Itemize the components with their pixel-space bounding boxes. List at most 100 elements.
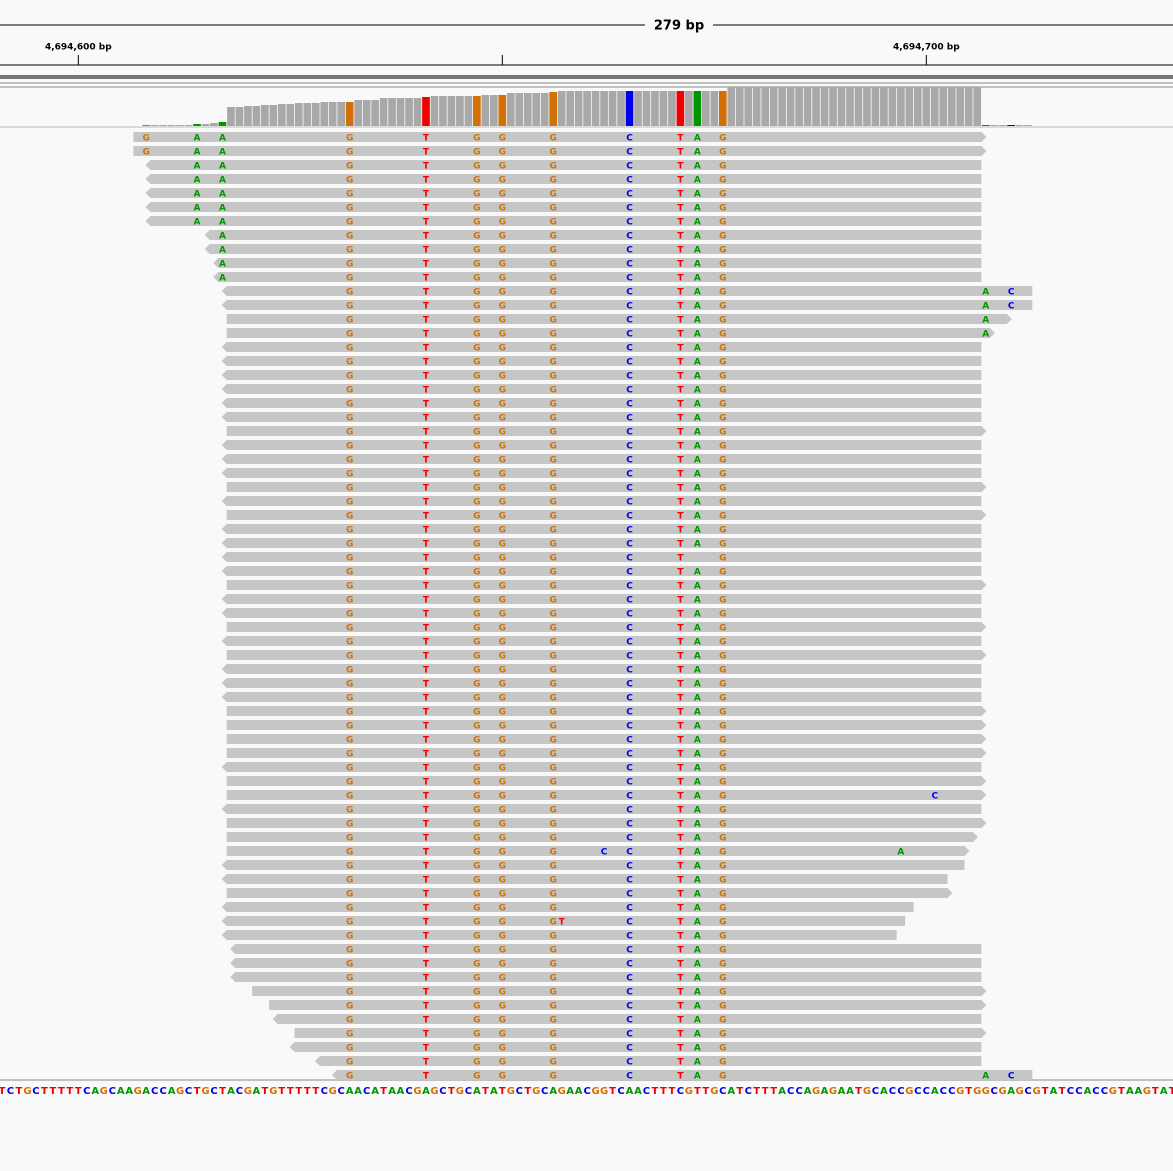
read bbox=[226, 510, 987, 520]
read bbox=[204, 230, 982, 240]
mismatch-base: G bbox=[719, 190, 726, 200]
mismatch-base: C bbox=[626, 848, 633, 858]
mismatch-base: G bbox=[499, 148, 506, 158]
read bbox=[221, 524, 982, 534]
mismatch-base: A bbox=[694, 162, 701, 172]
mismatch-base: C bbox=[626, 456, 633, 466]
mismatch-base: G bbox=[499, 1058, 506, 1068]
reference-base: C bbox=[1092, 1086, 1099, 1097]
mismatch-base: G bbox=[550, 890, 557, 900]
mismatch-base: T bbox=[559, 918, 566, 928]
reference-base: C bbox=[795, 1086, 802, 1097]
mismatch-base: A bbox=[694, 582, 701, 592]
reference-base: T bbox=[702, 1086, 709, 1097]
mismatch-base: G bbox=[719, 316, 726, 326]
coverage-bar bbox=[294, 103, 303, 126]
mismatch-base: G bbox=[473, 680, 480, 690]
mismatch-base: G bbox=[499, 750, 506, 760]
mismatch-base: A bbox=[694, 1002, 701, 1012]
reference-base: T bbox=[660, 1086, 667, 1097]
mismatch-base: A bbox=[897, 848, 904, 858]
mismatch-base: G bbox=[473, 1058, 480, 1068]
reference-base: G bbox=[507, 1086, 515, 1097]
mismatch-base: G bbox=[346, 974, 353, 984]
reference-base: A bbox=[575, 1086, 583, 1097]
mismatch-base: G bbox=[473, 820, 480, 830]
coverage-bar bbox=[642, 91, 651, 126]
coverage-bar bbox=[591, 91, 600, 126]
mismatch-base: T bbox=[423, 428, 430, 438]
mismatch-base: G bbox=[346, 652, 353, 662]
mismatch-base: T bbox=[677, 344, 684, 354]
mismatch-base: G bbox=[346, 1030, 353, 1040]
mismatch-base: G bbox=[719, 666, 726, 676]
coverage-bar bbox=[761, 87, 770, 126]
mismatch-base: G bbox=[719, 414, 726, 424]
mismatch-base: G bbox=[346, 568, 353, 578]
mismatch-base: A bbox=[694, 778, 701, 788]
mismatch-base: G bbox=[346, 204, 353, 214]
reference-base: C bbox=[940, 1086, 947, 1097]
mismatch-base: C bbox=[626, 960, 633, 970]
reference-base: C bbox=[872, 1086, 879, 1097]
mismatch-base: A bbox=[219, 204, 226, 214]
mismatch-base: G bbox=[473, 1016, 480, 1026]
reference-base: A bbox=[397, 1086, 405, 1097]
mismatch-base: A bbox=[219, 190, 226, 200]
mismatch-base: T bbox=[677, 190, 684, 200]
mismatch-base: G bbox=[473, 456, 480, 466]
mismatch-base: A bbox=[194, 162, 201, 172]
coverage-bar bbox=[371, 100, 379, 126]
mismatch-base: G bbox=[473, 1002, 480, 1012]
mismatch-base: C bbox=[626, 484, 633, 494]
mismatch-base: C bbox=[626, 554, 633, 564]
mismatch-base: G bbox=[346, 1002, 353, 1012]
read bbox=[226, 720, 987, 730]
read bbox=[294, 1028, 987, 1038]
mismatch-base: G bbox=[499, 764, 506, 774]
read bbox=[221, 356, 982, 366]
mismatch-base: T bbox=[423, 652, 430, 662]
reference-base: A bbox=[371, 1086, 379, 1097]
mismatch-base: T bbox=[423, 1030, 430, 1040]
mismatch-base: T bbox=[677, 232, 684, 242]
mismatch-base: G bbox=[473, 988, 480, 998]
read bbox=[221, 608, 982, 618]
mismatch-base: G bbox=[346, 302, 353, 312]
mismatch-base: T bbox=[423, 610, 430, 620]
mismatch-base: C bbox=[626, 820, 633, 830]
mismatch-base: T bbox=[423, 806, 430, 816]
read bbox=[221, 412, 982, 422]
mismatch-base: G bbox=[346, 778, 353, 788]
mismatch-base: T bbox=[677, 722, 684, 732]
mismatch-base: G bbox=[473, 386, 480, 396]
mismatch-base: G bbox=[346, 358, 353, 368]
read bbox=[269, 1000, 987, 1010]
mismatch-base: G bbox=[719, 778, 726, 788]
coverage-bar bbox=[973, 87, 982, 126]
reference-base: C bbox=[719, 1086, 726, 1097]
read bbox=[226, 706, 987, 716]
reference-base: G bbox=[999, 1086, 1007, 1097]
mismatch-base: G bbox=[550, 218, 557, 228]
reference-base: A bbox=[727, 1086, 735, 1097]
mismatch-base: G bbox=[499, 624, 506, 634]
mismatch-base: G bbox=[550, 624, 557, 634]
mismatch-base: T bbox=[423, 386, 430, 396]
reference-base: C bbox=[236, 1086, 243, 1097]
mismatch-base: G bbox=[719, 680, 726, 690]
mismatch-base: G bbox=[499, 946, 506, 956]
mismatch-base: G bbox=[499, 330, 506, 340]
mismatch-base: G bbox=[550, 862, 557, 872]
mismatch-base: G bbox=[346, 582, 353, 592]
reference-base: A bbox=[1160, 1086, 1168, 1097]
mismatch-base: C bbox=[626, 162, 633, 172]
mismatch-base: G bbox=[550, 988, 557, 998]
mismatch-base: G bbox=[719, 652, 726, 662]
mismatch-base: T bbox=[677, 246, 684, 256]
mismatch-base: A bbox=[694, 512, 701, 522]
coverage-bar bbox=[176, 125, 184, 126]
mismatch-base: G bbox=[346, 820, 353, 830]
mismatch-base: G bbox=[550, 1058, 557, 1068]
mismatch-base: T bbox=[423, 400, 430, 410]
